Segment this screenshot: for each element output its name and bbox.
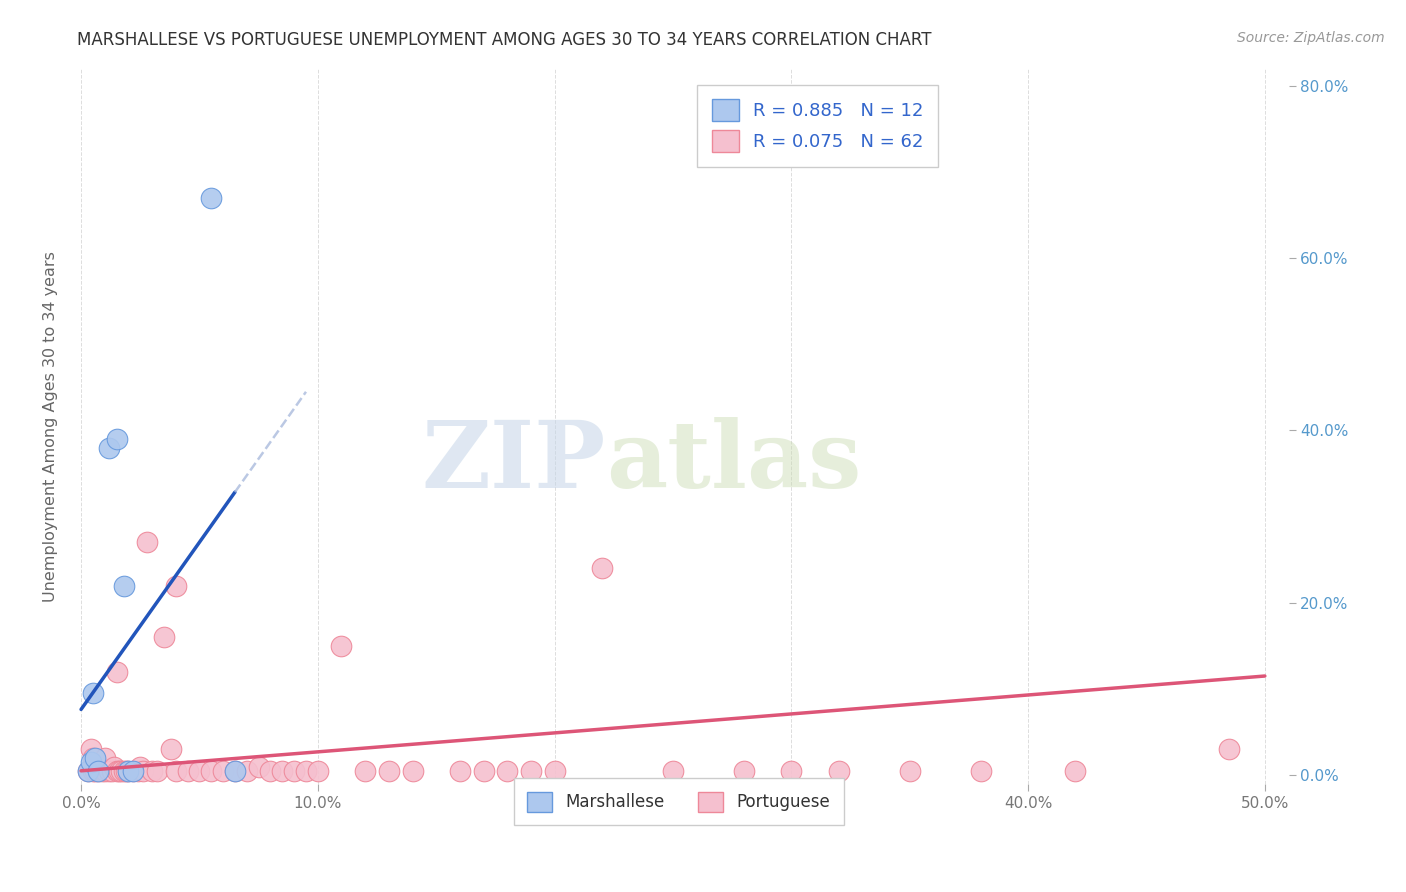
Point [112,578,135,592]
Point [259,764,281,778]
Point [176,764,198,778]
Point [212,764,235,778]
Point [77,764,100,778]
Point [378,764,401,778]
Point [165,578,187,592]
Point [103,759,125,773]
Point [82,751,104,765]
Point [224,764,246,778]
Point [200,191,222,205]
Point [117,764,139,778]
Point [77,764,100,778]
Point [295,764,318,778]
Point [496,764,519,778]
Point [543,764,565,778]
Point [828,764,851,778]
Point [112,764,135,778]
Point [236,764,259,778]
Point [105,665,128,679]
Point [733,764,755,778]
Point [1218,742,1240,756]
Point [86,764,108,778]
Point [970,764,993,778]
Point [122,764,145,778]
Point [79,755,101,769]
Point [898,764,921,778]
Point [146,764,169,778]
Point [153,630,176,644]
Point [200,764,222,778]
Point [122,764,145,778]
Text: Source: ZipAtlas.com: Source: ZipAtlas.com [1237,31,1385,45]
Point [110,764,132,778]
Point [271,764,294,778]
Point [354,764,377,778]
Legend: Marshallese, Portuguese: Marshallese, Portuguese [515,779,844,825]
Point [79,742,101,756]
Point [98,441,121,455]
Text: ZIP: ZIP [422,417,606,507]
Point [98,764,121,778]
Point [131,764,153,778]
Text: MARSHALLESE VS PORTUGUESE UNEMPLOYMENT AMONG AGES 30 TO 34 YEARS CORRELATION CHA: MARSHALLESE VS PORTUGUESE UNEMPLOYMENT A… [77,31,932,49]
Point [160,742,183,756]
Point [780,764,803,778]
Point [520,764,543,778]
Point [105,764,128,778]
Point [117,764,139,778]
Point [108,764,131,778]
Point [115,764,138,778]
Point [82,686,104,700]
Point [591,561,613,575]
Point [330,639,353,653]
Point [401,764,423,778]
Point [141,764,163,778]
Text: atlas: atlas [606,417,860,507]
Point [662,764,685,778]
Point [136,535,159,549]
Point [82,759,104,773]
Point [89,759,111,773]
Point [93,764,115,778]
Point [101,764,124,778]
Y-axis label: Unemployment Among Ages 30 to 34 years: Unemployment Among Ages 30 to 34 years [44,251,58,601]
Point [449,764,471,778]
Point [129,759,152,773]
Point [224,764,246,778]
Point [105,432,128,446]
Point [93,751,115,765]
Point [127,764,149,778]
Point [84,764,107,778]
Point [188,764,211,778]
Point [307,764,329,778]
Point [86,764,108,778]
Point [472,764,495,778]
Point [82,764,104,778]
Point [1064,764,1087,778]
Point [91,764,114,778]
Point [283,764,305,778]
Point [84,751,107,765]
Point [165,764,187,778]
Point [247,759,270,773]
